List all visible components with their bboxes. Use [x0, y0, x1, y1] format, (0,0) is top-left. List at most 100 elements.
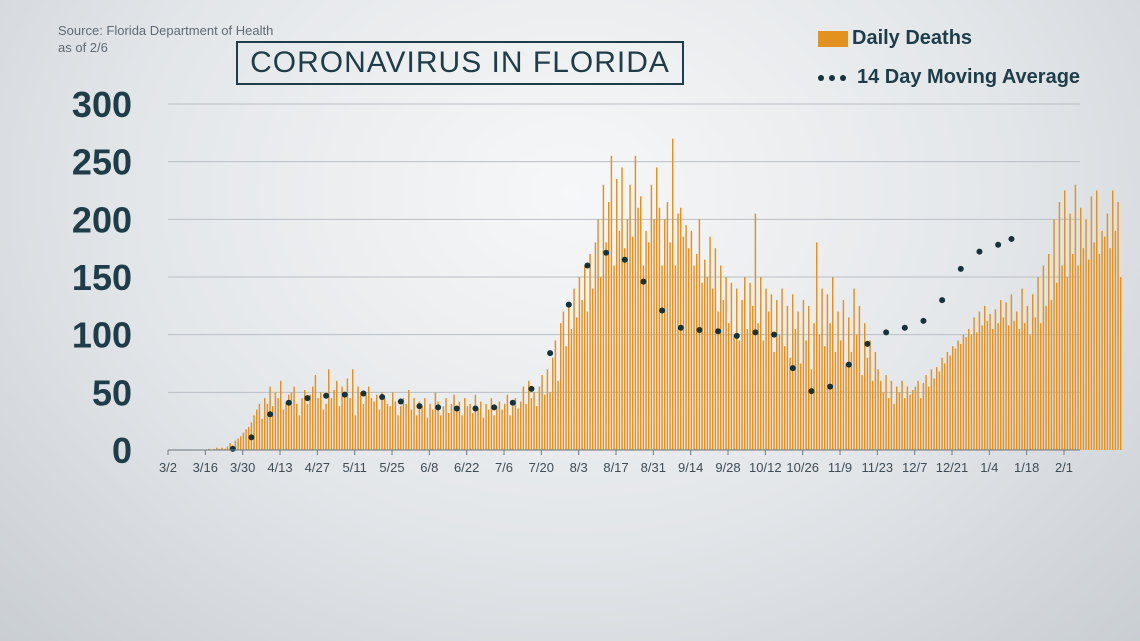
bar — [253, 415, 255, 450]
bar — [320, 392, 322, 450]
bar — [362, 403, 365, 450]
bar — [280, 380, 282, 450]
bar — [509, 415, 511, 450]
bar — [626, 219, 629, 450]
bar — [562, 311, 565, 450]
bar — [498, 401, 501, 450]
bar — [978, 311, 981, 450]
bar — [581, 300, 583, 450]
bar — [594, 242, 597, 450]
bar — [573, 288, 575, 450]
bar — [570, 328, 573, 450]
average-dot — [229, 445, 236, 452]
average-dot — [976, 248, 983, 255]
bar — [490, 398, 493, 450]
legend-label-daily-deaths: Daily Deaths — [852, 27, 973, 49]
bar — [552, 357, 554, 450]
average-dot — [715, 328, 722, 335]
bar — [389, 406, 391, 450]
average-dot — [883, 329, 890, 336]
bar — [229, 443, 231, 450]
bar — [576, 317, 578, 450]
bar — [472, 413, 474, 450]
average-dot — [845, 361, 852, 368]
average-dot — [920, 317, 927, 324]
bar — [706, 277, 709, 450]
bar — [1064, 190, 1066, 450]
bar — [584, 265, 586, 450]
bar — [888, 398, 890, 450]
bar — [773, 351, 775, 450]
bar — [962, 334, 965, 450]
bar — [208, 448, 210, 450]
bar — [317, 398, 319, 450]
bar — [1058, 202, 1061, 450]
y-tick-label: 300 — [72, 84, 132, 125]
bar — [226, 446, 229, 450]
bar — [864, 323, 866, 450]
x-tick-label: 12/21 — [936, 460, 969, 475]
bar — [965, 336, 967, 450]
bar — [237, 438, 239, 450]
bar — [765, 288, 767, 450]
bar — [610, 155, 613, 450]
average-dot — [901, 324, 908, 331]
bar — [890, 380, 893, 450]
bar — [664, 219, 666, 450]
bar — [1021, 288, 1023, 450]
average-dot — [995, 241, 1002, 248]
bar — [544, 394, 546, 450]
average-dot — [640, 278, 647, 285]
bar — [816, 242, 818, 450]
bar — [778, 334, 781, 450]
bar — [461, 415, 463, 450]
source-note: Source: Florida Department of Health as … — [58, 22, 358, 56]
bar — [256, 409, 258, 450]
bar — [834, 351, 837, 450]
bar — [301, 398, 303, 450]
bar — [533, 392, 535, 450]
bar — [989, 313, 991, 450]
bar — [264, 398, 266, 450]
bar — [437, 401, 439, 450]
average-dot — [696, 327, 703, 334]
bar — [344, 392, 346, 450]
x-axis-ticks: 3/2 3/16 3/30 4/13 4/27 5/11 5/25 6/8 6/22 7/6 7/2… — [159, 450, 1073, 475]
bar — [970, 334, 973, 450]
bar — [357, 386, 359, 450]
bar — [376, 394, 378, 450]
bar — [466, 406, 469, 450]
bar — [986, 320, 989, 450]
bar — [877, 369, 879, 450]
average-dot — [789, 365, 796, 372]
bar — [434, 392, 437, 450]
bar — [589, 253, 591, 450]
as-of-line: as of 2/6 — [58, 40, 108, 55]
average-dot — [360, 390, 367, 397]
bar — [906, 386, 909, 450]
bar — [893, 403, 895, 450]
bar — [397, 415, 399, 450]
bar — [1000, 300, 1002, 450]
bar — [928, 386, 930, 450]
bar — [277, 398, 279, 450]
bar — [1056, 282, 1058, 450]
bar — [728, 323, 730, 450]
bar — [1026, 305, 1029, 450]
average-dot — [547, 350, 554, 357]
bar — [282, 409, 285, 450]
bar — [482, 417, 485, 450]
bar — [560, 323, 562, 450]
bar — [485, 403, 487, 450]
bar — [896, 386, 898, 450]
bar — [288, 394, 290, 450]
bar — [440, 415, 442, 450]
bar — [701, 282, 703, 450]
bar — [762, 340, 765, 450]
bar — [776, 300, 778, 450]
bar — [850, 351, 853, 450]
average-dot — [435, 404, 442, 411]
bar — [365, 394, 367, 450]
legend-item-moving-average: 14 Day Moving Average — [818, 66, 1080, 89]
bar — [1045, 305, 1047, 450]
